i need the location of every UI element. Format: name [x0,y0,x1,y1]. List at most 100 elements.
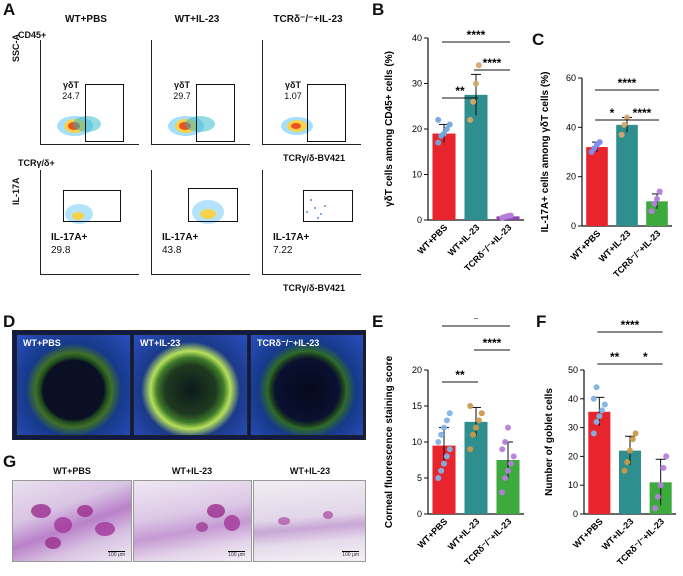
y-tick-label: 10 [412,170,422,180]
scale-bar-2: 100 μm [228,551,245,558]
y-axis-label: Corneal fluorescence staining score [384,355,395,528]
significance-label: ** [455,84,465,98]
y-tick-label: 15 [412,401,422,411]
data-point [618,131,625,138]
panel-letter-c: C [532,30,545,49]
y-tick-label: 0 [417,215,422,225]
data-point [441,424,447,431]
significance-label: **** [483,56,502,70]
data-point [435,475,442,481]
flow-group-title-1: WT+PBS [65,14,107,25]
flow-gate-name-top-3: γδT [285,80,301,90]
histology-label-3: WT+IL-23 [289,466,331,476]
significance-label: **** [633,106,652,120]
y-tick-label: 20 [412,365,422,375]
flow-bottom-header: TCRγ/δ+ [18,158,55,168]
cornea-image-1: WT+PBS [16,334,131,436]
bar [588,411,611,514]
histology-label-1: WT+PBS [53,466,91,476]
data-point [446,446,453,453]
x-tick-label: WT+PBS [416,222,450,256]
flow-top-ylabel: SSC-A [11,33,21,62]
data-point [654,493,661,500]
significance-label: **** [618,76,637,90]
data-point [590,430,597,437]
flow-top-xlabel: TCRγ/δ-BV421 [283,153,345,163]
significance-label: **** [483,336,502,350]
significance-label: * [610,106,615,120]
data-point [478,410,485,417]
y-tick-label: 0 [417,509,422,519]
data-point [467,446,474,453]
data-point [505,467,511,474]
bar [496,460,520,514]
data-point [499,489,506,496]
flow-gate-value-top-3: 1.07 [284,91,302,101]
significance-label: ** [610,350,620,364]
data-point [470,98,477,105]
scale-bar-1: 100 μm [108,551,125,558]
data-point [473,80,479,87]
data-point [470,431,477,438]
data-point [654,195,660,202]
data-point [663,453,670,460]
data-point [435,139,442,146]
histology-label-2: WT+IL-23 [171,466,213,476]
y-tick-label: 20 [412,124,422,134]
data-point [593,384,600,391]
y-tick-label: 40 [566,122,576,132]
significance-label: **** [467,28,486,42]
bar [586,147,608,226]
data-point [438,467,445,474]
significance-label: **** [621,318,640,332]
data-point [505,424,511,431]
data-point [629,436,636,443]
y-tick-label: 10 [412,437,422,447]
panel-letter-d: D [3,312,16,331]
flow-gate-value-top-1: 24.7 [62,91,80,101]
flow-gate-value-bottom-2: 43.8 [162,245,182,256]
y-tick-label: 50 [568,365,578,375]
y-tick-label: 60 [566,73,576,83]
cornea-image-strip: WT+PBS WT+IL-23 TCRδ⁻/⁻+IL-23 [12,330,366,440]
data-point [627,447,633,454]
y-tick-label: 20 [568,451,578,461]
data-point [502,439,509,445]
data-point [507,212,514,219]
data-point [651,200,658,207]
data-point [621,467,628,474]
flow-plot-bottom-3: IL-17A+ 7.22 [262,170,361,275]
data-point [657,482,664,489]
data-point [507,460,514,467]
cornea-image-2: WT+IL-23 [133,334,248,436]
bar [616,124,638,226]
bar [432,445,456,514]
y-tick-label: 40 [412,33,422,43]
data-point [596,413,603,420]
panel-letter-g: G [3,452,17,471]
y-tick-label: 0 [571,221,576,231]
data-point [624,459,631,466]
data-point [648,208,655,215]
bar [432,133,456,220]
cornea-label-2: WT+IL-23 [140,338,181,348]
data-point [590,395,597,402]
data-point [652,505,659,512]
chart-c: 0 20 40 60 IL-17A+ cells among γδT cells (%)… [540,72,672,279]
data-point [443,453,450,460]
y-tick-label: 10 [568,480,578,490]
data-point [443,417,450,424]
cornea-label-3: TCRδ⁻/⁻+IL-23 [257,338,320,348]
significance-label: * [643,350,648,364]
data-point [446,410,453,417]
bar [464,94,488,220]
flow-gate-name-bottom-3: IL-17A+ [273,232,310,243]
data-point [441,130,447,137]
flow-plot-bottom-2: IL-17A+ 43.8 [151,170,250,275]
flow-gate-value-top-2: 29.7 [173,91,191,101]
data-point [475,62,482,69]
flow-gate-value-bottom-3: 7.22 [273,245,293,256]
histology-image-3: 100 μm [253,480,366,562]
flow-plot-bottom-1: IL-17A+ 29.8 [40,170,139,275]
scale-bar-3: 100 μm [342,551,359,558]
